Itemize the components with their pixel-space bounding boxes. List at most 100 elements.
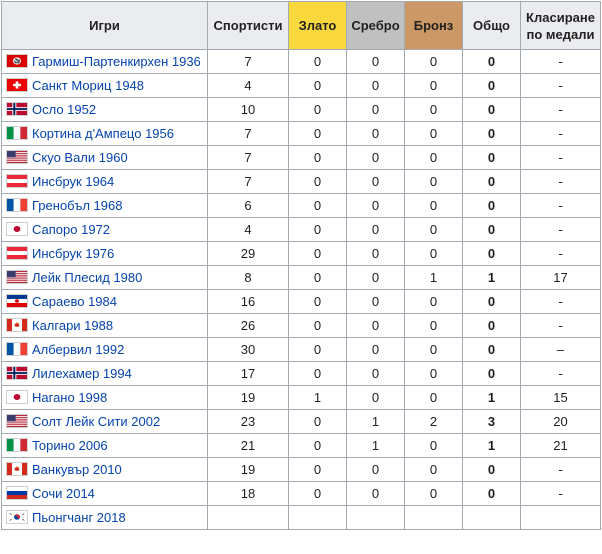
italy-flag-icon bbox=[6, 126, 28, 140]
games-link[interactable]: Скуо Вали 1960 bbox=[32, 150, 128, 165]
games-link[interactable]: Кортина д'Ампецо 1956 bbox=[32, 126, 174, 141]
games-link[interactable]: Гармиш-Партенкирхен 1936 bbox=[32, 54, 201, 69]
athletes-cell: 8 bbox=[207, 265, 289, 290]
rank-cell: 21 bbox=[520, 433, 601, 458]
bronze-cell: 0 bbox=[404, 337, 463, 362]
canada-flag-icon bbox=[6, 318, 28, 332]
games-cell[interactable]: Солт Лейк Сити 2002 bbox=[1, 409, 208, 434]
gold-cell bbox=[288, 505, 347, 530]
games-link[interactable]: Сочи 2014 bbox=[32, 486, 95, 501]
total-cell: 1 bbox=[462, 385, 521, 410]
header-bronze: Бронз bbox=[404, 1, 463, 50]
games-cell[interactable]: Сочи 2014 bbox=[1, 481, 208, 506]
gold-cell: 0 bbox=[288, 169, 347, 194]
games-cell[interactable]: Сапоро 1972 bbox=[1, 217, 208, 242]
gold-cell: 0 bbox=[288, 337, 347, 362]
table-row: Лилехамер 1994 17 0 0 0 0- bbox=[1, 361, 601, 386]
rank-cell: - bbox=[520, 145, 601, 170]
games-cell[interactable]: Торино 2006 bbox=[1, 433, 208, 458]
games-link[interactable]: Инсбрук 1976 bbox=[32, 246, 115, 261]
games-cell[interactable]: Ванкувър 2010 bbox=[1, 457, 208, 482]
bronze-cell: 0 bbox=[404, 313, 463, 338]
games-cell[interactable]: Инсбрук 1964 bbox=[1, 169, 208, 194]
games-cell[interactable]: Гармиш-Партенкирхен 1936 bbox=[1, 49, 208, 74]
total-cell: 0 bbox=[462, 337, 521, 362]
games-link[interactable]: Санкт Мориц 1948 bbox=[32, 78, 145, 93]
rank-cell: - bbox=[520, 289, 601, 314]
games-link[interactable]: Лейк Плесид 1980 bbox=[32, 270, 143, 285]
south-korea-flag-icon bbox=[6, 510, 28, 524]
games-cell[interactable]: Лилехамер 1994 bbox=[1, 361, 208, 386]
rank-cell: – bbox=[520, 337, 601, 362]
athletes-cell: 21 bbox=[207, 433, 289, 458]
bronze-cell: 0 bbox=[404, 289, 463, 314]
rank-cell: - bbox=[520, 313, 601, 338]
table-row: Инсбрук 1964 7 0 0 0 0- bbox=[1, 169, 601, 194]
total-cell: 0 bbox=[462, 289, 521, 314]
bronze-cell: 0 bbox=[404, 193, 463, 218]
switzerland-flag-icon bbox=[6, 78, 28, 92]
rank-cell: - bbox=[520, 169, 601, 194]
games-link[interactable]: Солт Лейк Сити 2002 bbox=[32, 414, 161, 429]
games-cell[interactable]: Калгари 1988 bbox=[1, 313, 208, 338]
games-link[interactable]: Сапоро 1972 bbox=[32, 222, 111, 237]
games-link[interactable]: Ванкувър 2010 bbox=[32, 462, 122, 477]
games-cell[interactable]: Санкт Мориц 1948 bbox=[1, 73, 208, 98]
total-cell: 0 bbox=[462, 481, 521, 506]
games-link[interactable]: Нагано 1998 bbox=[32, 390, 108, 405]
gold-cell: 0 bbox=[288, 361, 347, 386]
table-row: Ванкувър 2010 19 0 0 0 0- bbox=[1, 457, 601, 482]
games-cell[interactable]: Гренобъл 1968 bbox=[1, 193, 208, 218]
bronze-cell: 0 bbox=[404, 241, 463, 266]
athletes-cell: 7 bbox=[207, 145, 289, 170]
gold-cell: 0 bbox=[288, 241, 347, 266]
games-cell[interactable]: Скуо Вали 1960 bbox=[1, 145, 208, 170]
gold-cell: 0 bbox=[288, 265, 347, 290]
header-rank: Класиране по медали bbox=[520, 1, 601, 50]
games-cell[interactable]: Осло 1952 bbox=[1, 97, 208, 122]
silver-cell: 0 bbox=[346, 361, 405, 386]
games-link[interactable]: Калгари 1988 bbox=[32, 318, 114, 333]
rank-cell: - bbox=[520, 481, 601, 506]
athletes-cell: 10 bbox=[207, 97, 289, 122]
games-cell[interactable]: Албервил 1992 bbox=[1, 337, 208, 362]
gold-cell: 0 bbox=[288, 217, 347, 242]
bronze-cell: 0 bbox=[404, 97, 463, 122]
rank-cell: - bbox=[520, 49, 601, 74]
games-link[interactable]: Пьонгчанг 2018 bbox=[32, 510, 126, 525]
total-cell: 0 bbox=[462, 361, 521, 386]
games-link[interactable]: Торино 2006 bbox=[32, 438, 108, 453]
total-cell: 3 bbox=[462, 409, 521, 434]
usa-flag-icon bbox=[6, 414, 28, 428]
games-cell[interactable]: Сараево 1984 bbox=[1, 289, 208, 314]
table-row: Сапоро 1972 4 0 0 0 0- bbox=[1, 217, 601, 242]
games-cell[interactable]: Нагано 1998 bbox=[1, 385, 208, 410]
games-cell[interactable]: Лейк Плесид 1980 bbox=[1, 265, 208, 290]
italy-flag-icon bbox=[6, 438, 28, 452]
rank-cell: - bbox=[520, 457, 601, 482]
france-flag-icon bbox=[6, 198, 28, 212]
athletes-cell bbox=[207, 505, 289, 530]
total-cell: 0 bbox=[462, 193, 521, 218]
games-link[interactable]: Сараево 1984 bbox=[32, 294, 117, 309]
header-gold: Злато bbox=[288, 1, 347, 50]
total-cell: 0 bbox=[462, 145, 521, 170]
table-row: Санкт Мориц 1948 4 0 0 0 0- bbox=[1, 73, 601, 98]
games-cell[interactable]: Пьонгчанг 2018 bbox=[1, 505, 208, 530]
rank-cell: - bbox=[520, 361, 601, 386]
games-cell[interactable]: Инсбрук 1976 bbox=[1, 241, 208, 266]
games-link[interactable]: Осло 1952 bbox=[32, 102, 97, 117]
games-cell[interactable]: Кортина д'Ампецо 1956 bbox=[1, 121, 208, 146]
games-link[interactable]: Лилехамер 1994 bbox=[32, 366, 132, 381]
total-cell: 0 bbox=[462, 217, 521, 242]
games-link[interactable]: Албервил 1992 bbox=[32, 342, 125, 357]
athletes-cell: 4 bbox=[207, 73, 289, 98]
athletes-cell: 16 bbox=[207, 289, 289, 314]
gold-cell: 0 bbox=[288, 457, 347, 482]
games-link[interactable]: Гренобъл 1968 bbox=[32, 198, 123, 213]
athletes-cell: 7 bbox=[207, 49, 289, 74]
rank-cell: 15 bbox=[520, 385, 601, 410]
rank-cell: - bbox=[520, 121, 601, 146]
table-row: Торино 2006 21 0 1 0 1 21 bbox=[1, 433, 601, 458]
games-link[interactable]: Инсбрук 1964 bbox=[32, 174, 115, 189]
